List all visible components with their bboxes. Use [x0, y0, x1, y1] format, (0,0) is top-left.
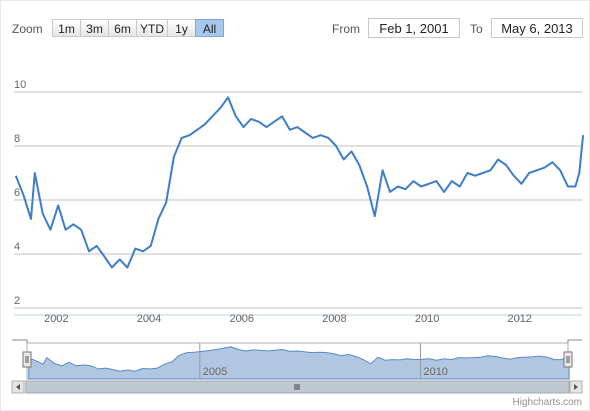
y-axis: 2 4 6 8 10 [14, 79, 26, 307]
from-label: From [332, 22, 360, 36]
x-tick-label: 2006 [229, 313, 253, 325]
y-tick-label: 10 [14, 79, 26, 91]
x-axis: 2002 2004 2006 2008 2010 2012 [44, 313, 532, 325]
scrollbar[interactable] [11, 380, 583, 394]
highcharts-credit[interactable]: Highcharts.com [512, 397, 582, 408]
series-line [14, 96, 585, 269]
y-tick-label: 6 [14, 187, 20, 199]
scroll-right-arrow[interactable] [569, 380, 583, 394]
to-label: To [470, 22, 483, 36]
zoom-button-1y[interactable]: 1y [167, 19, 196, 37]
zoom-label: Zoom [12, 22, 43, 36]
zoom-button-all[interactable]: All [195, 19, 224, 37]
y-tick-label: 8 [14, 133, 20, 145]
y-tick-label: 4 [14, 241, 20, 253]
navigator-outline-left [12, 339, 28, 343]
x-tick-label: 2004 [137, 313, 161, 325]
to-date-input[interactable]: May 6, 2013 [491, 18, 583, 38]
from-date-input[interactable]: Feb 1, 2001 [368, 18, 460, 38]
range-selector: Zoom 1m 3m 6m YTD 1y All From Feb 1, 2001 To … [0, 0, 590, 40]
x-tick-label: 2012 [507, 313, 531, 325]
zoom-button-ytd[interactable]: YTD [136, 19, 168, 37]
navigator-handle-right[interactable] [563, 351, 573, 368]
x-tick-label: 2008 [322, 313, 346, 325]
zoom-button-6m[interactable]: 6m [108, 19, 137, 37]
y-tick-label: 2 [14, 295, 20, 307]
navigator-tick-label: 2005 [203, 366, 227, 378]
navigator-tick-label: 2010 [423, 366, 447, 378]
grid-lines [14, 91, 582, 316]
scroll-left-arrow[interactable] [11, 380, 25, 394]
navigator[interactable]: 2005 2010 [12, 339, 582, 380]
navigator-outline-right [567, 339, 582, 343]
x-tick-label: 2010 [415, 313, 439, 325]
x-tick-label: 2002 [44, 313, 68, 325]
navigator-series [28, 346, 570, 380]
navigator-handle-left[interactable] [22, 351, 32, 368]
